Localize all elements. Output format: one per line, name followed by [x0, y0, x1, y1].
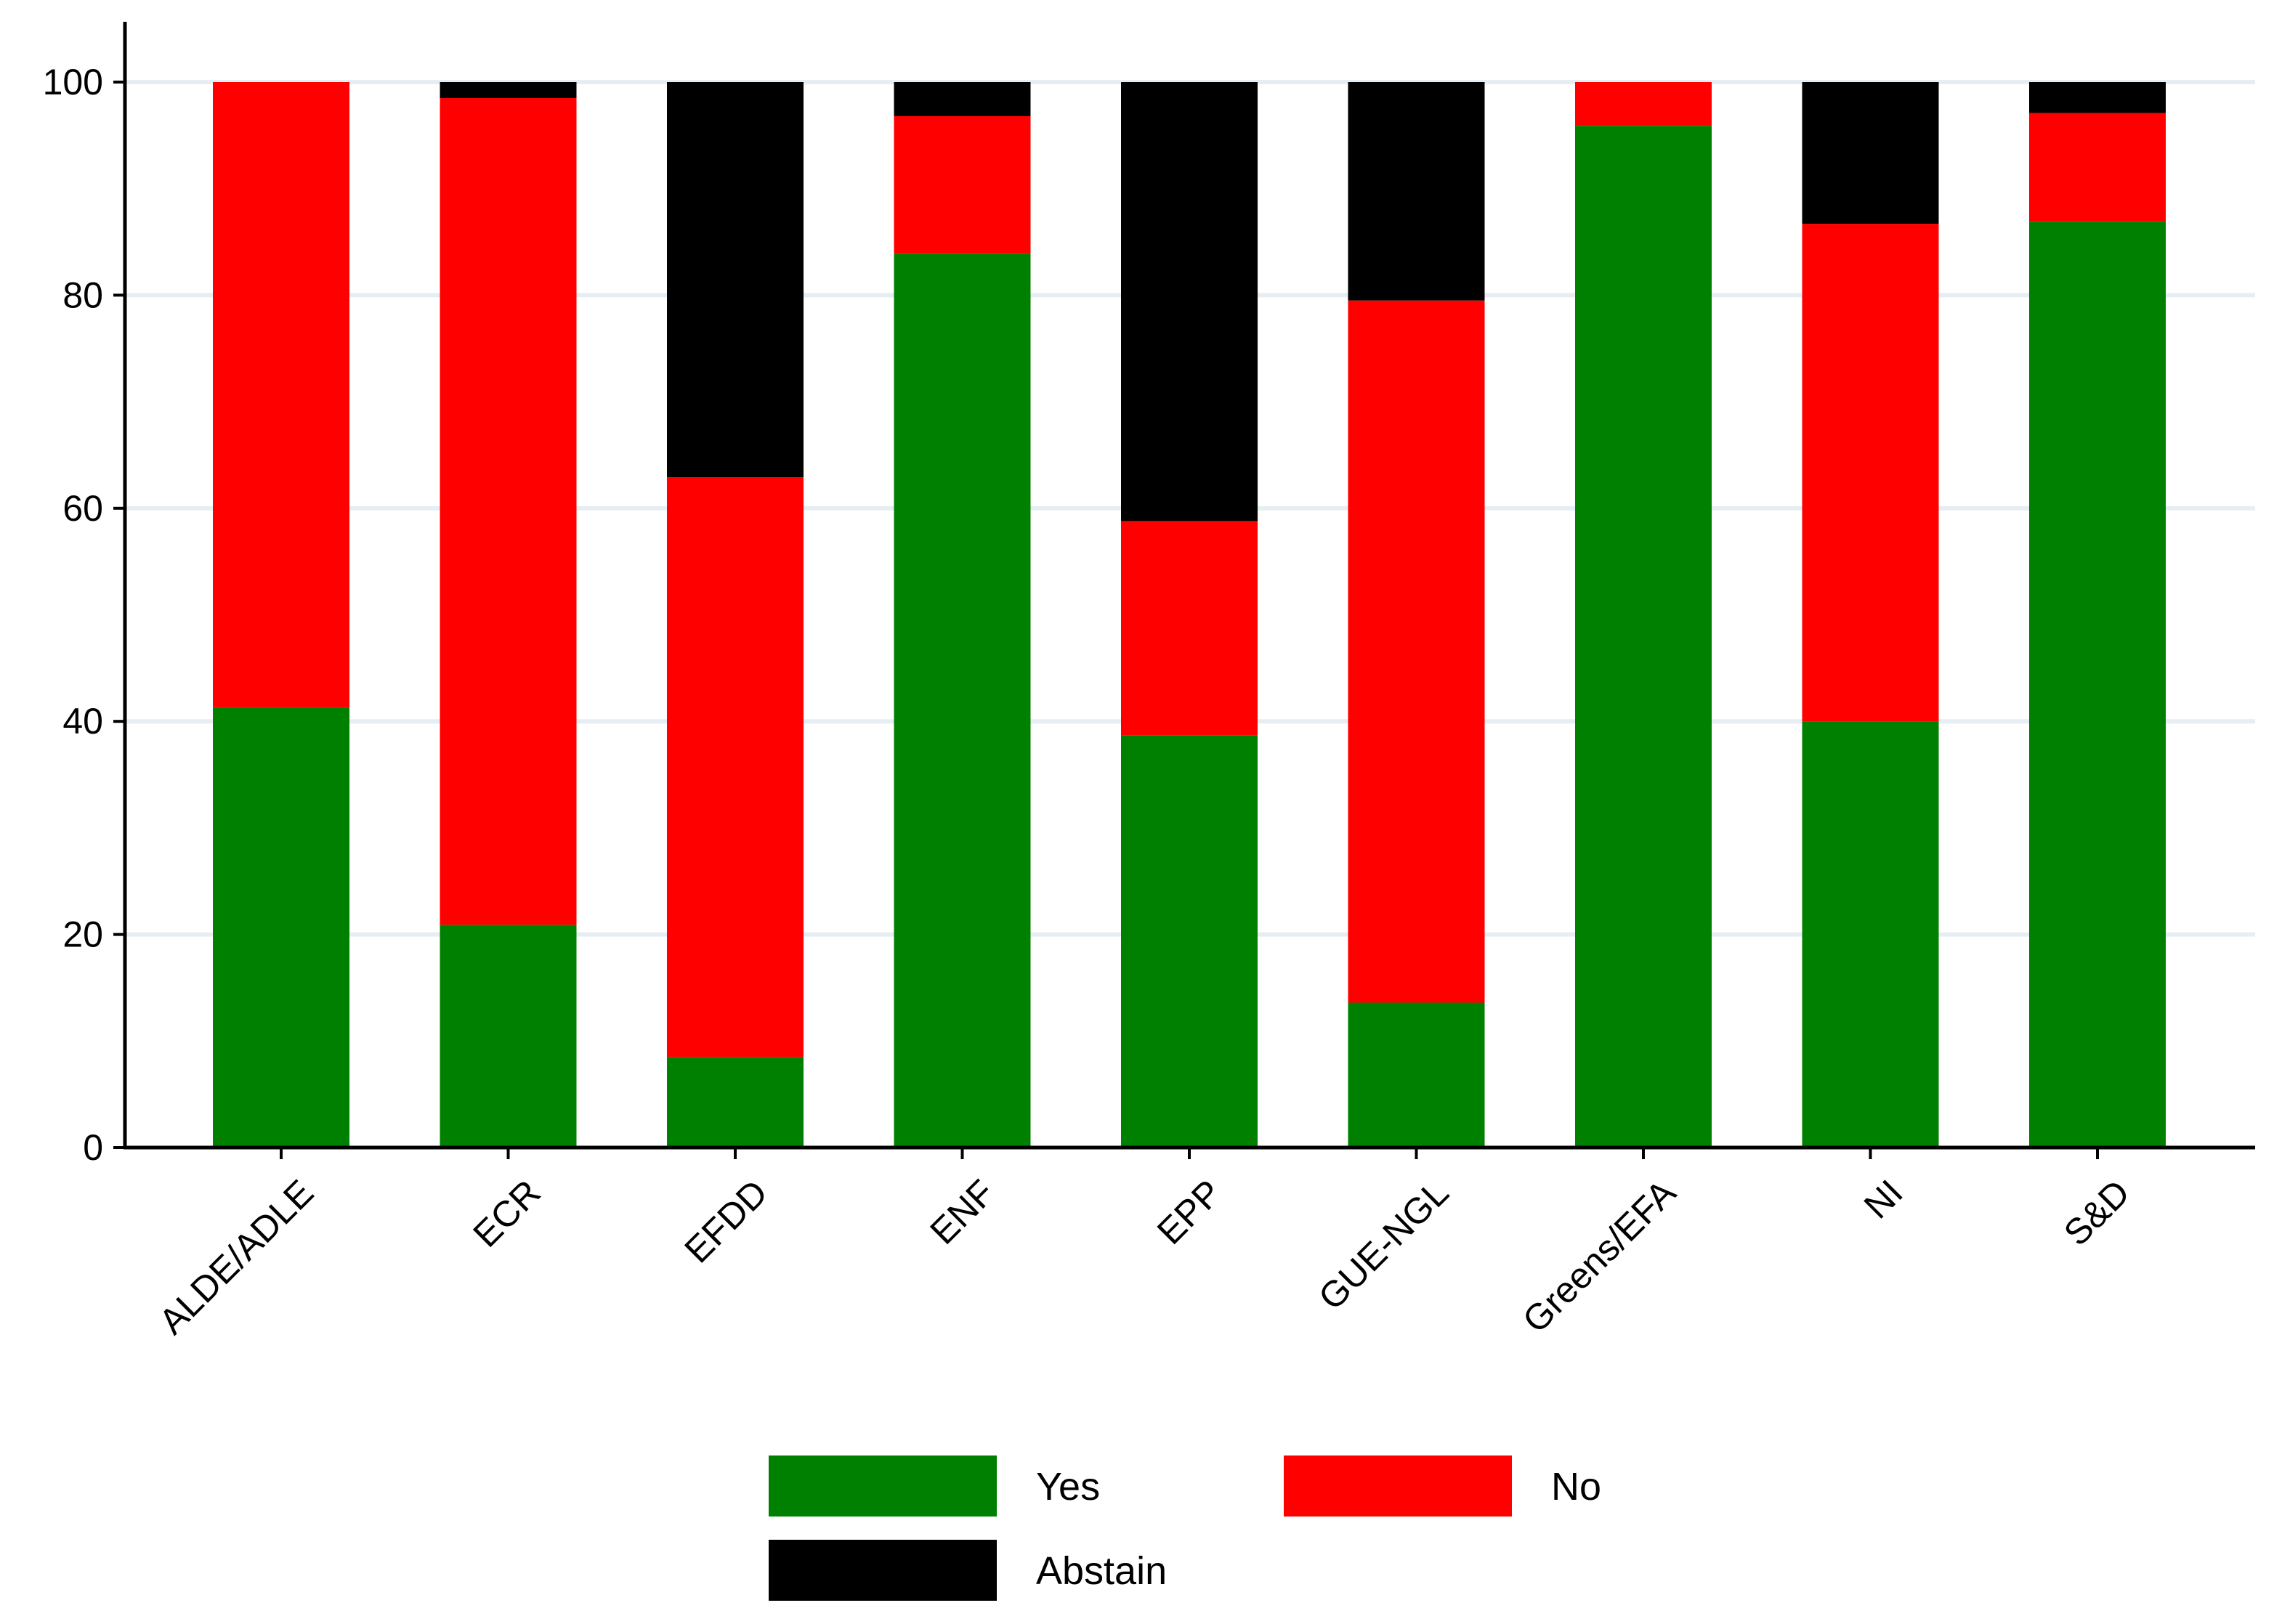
y-tick-label: 40: [62, 701, 103, 742]
legend-label-no: No: [1551, 1465, 1601, 1509]
bar-no-enf: [894, 115, 1031, 254]
bar-yes-gue-ngl: [1348, 1002, 1485, 1148]
bar-layer: [213, 82, 2166, 1148]
bar-abstain-efdd: [667, 82, 804, 478]
bar-yes-ni: [1802, 721, 1939, 1148]
legend-swatch-yes: [769, 1455, 997, 1517]
axis-layer: [113, 22, 2255, 1159]
bar-yes-alde-adle: [213, 707, 349, 1148]
x-category-label: NI: [1856, 1172, 1911, 1227]
y-tick-label: 0: [83, 1127, 103, 1168]
bar-no-gue-ngl: [1348, 300, 1485, 1003]
legend: Yes No Abstain: [769, 1455, 1601, 1601]
y-tick-label: 100: [43, 62, 103, 102]
x-category-label: GUE-NGL: [1311, 1172, 1457, 1318]
bar-yes-s-d: [2029, 222, 2166, 1148]
x-category-label: EFDD: [676, 1172, 775, 1271]
bar-no-efdd: [667, 477, 804, 1057]
legend-swatch-no: [1284, 1455, 1512, 1517]
x-category-label: Greens/EFA: [1515, 1172, 1684, 1341]
bar-abstain-epp: [1121, 82, 1258, 521]
y-tick-label: 60: [62, 488, 103, 529]
x-category-label: S&D: [2056, 1172, 2137, 1254]
bar-no-s-d: [2029, 113, 2166, 222]
legend-label-abstain: Abstain: [1036, 1549, 1167, 1593]
y-tick-label: 80: [62, 275, 103, 315]
y-tick-label: 20: [62, 914, 103, 955]
bar-abstain-ni: [1802, 82, 1939, 224]
bar-no-greens-efa: [1575, 82, 1712, 126]
bar-no-ecr: [440, 98, 577, 925]
bar-yes-ecr: [440, 925, 577, 1148]
bar-abstain-enf: [894, 82, 1031, 116]
bar-yes-efdd: [667, 1057, 804, 1148]
bar-abstain-s-d: [2029, 82, 2166, 113]
bar-no-alde-adle: [213, 82, 349, 708]
x-category-label: ENF: [922, 1172, 1002, 1252]
bar-abstain-gue-ngl: [1348, 82, 1485, 301]
x-category-label: EPP: [1149, 1172, 1229, 1252]
bar-yes-enf: [894, 253, 1031, 1148]
bar-yes-greens-efa: [1575, 126, 1712, 1148]
bar-no-ni: [1802, 224, 1939, 722]
legend-label-yes: Yes: [1036, 1465, 1100, 1509]
legend-swatch-abstain: [769, 1540, 997, 1601]
x-category-label: ECR: [465, 1172, 548, 1255]
x-category-label: ALDE/ADLE: [151, 1172, 321, 1342]
bar-no-epp: [1121, 521, 1258, 736]
bar-yes-epp: [1121, 735, 1258, 1148]
bar-abstain-ecr: [440, 82, 577, 99]
